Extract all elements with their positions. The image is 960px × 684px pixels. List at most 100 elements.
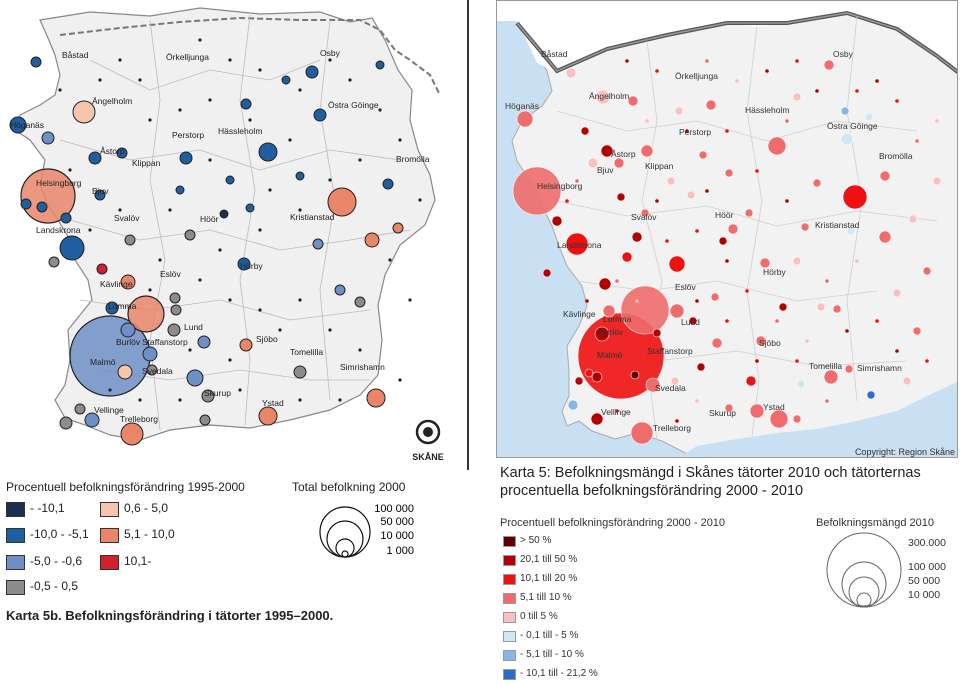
locality-dot xyxy=(675,419,679,423)
locality-dot xyxy=(218,248,222,252)
locality-dot xyxy=(613,157,625,169)
locality-dot xyxy=(595,89,611,105)
locality-dot xyxy=(745,375,757,387)
city-label: Malmö xyxy=(90,357,116,367)
locality-dot xyxy=(305,65,319,79)
locality-dot xyxy=(378,108,382,112)
locality-dot xyxy=(669,303,685,319)
locality-dot xyxy=(875,319,879,323)
city-label: Osby xyxy=(833,49,854,59)
locality-dot xyxy=(600,144,614,158)
locality-dot xyxy=(710,292,720,302)
locality-dot xyxy=(621,251,633,263)
county-border-inner xyxy=(516,12,957,73)
locality-dot xyxy=(795,59,799,63)
locality-dot xyxy=(635,299,639,303)
locality-dot xyxy=(382,178,394,190)
locality-dot xyxy=(418,198,422,202)
locality-dot xyxy=(197,335,211,349)
locality-dot xyxy=(188,348,192,352)
locality-dot xyxy=(142,346,158,362)
locality-dot xyxy=(864,112,874,122)
locality-dot xyxy=(542,268,552,278)
locality-dot xyxy=(670,376,680,386)
right-map-points xyxy=(512,59,942,445)
city-label: Kristianstad xyxy=(815,220,860,230)
locality-dot xyxy=(630,421,654,445)
locality-dot xyxy=(146,364,158,376)
locality-dot xyxy=(655,69,659,73)
legend-label: 20,1 till 50 % xyxy=(520,554,578,565)
right-map-labels: Båstad Osby Örkelljunga Ängelholm Höganäs Häs… xyxy=(505,49,913,433)
locality-dot xyxy=(668,255,686,273)
city-label: Vellinge xyxy=(94,405,124,415)
locality-dot xyxy=(298,208,302,212)
locality-dot xyxy=(666,176,676,186)
left-size-legend: 100 000 50 000 10 000 1 000 xyxy=(319,503,414,558)
city-label: Kävlinge xyxy=(563,309,596,319)
locality-dot xyxy=(258,68,262,72)
locality-dot xyxy=(630,370,640,380)
right-caption: Karta 5: Befolkningsmängd i Skånes tätor… xyxy=(500,465,921,499)
locality-dot xyxy=(796,379,806,389)
city-label: Ängelholm xyxy=(92,96,132,106)
locality-dot xyxy=(574,376,584,386)
locality-dot xyxy=(792,414,802,424)
city-label: Svalöv xyxy=(114,213,140,223)
locality-dot xyxy=(825,399,829,403)
legend-swatch xyxy=(6,502,25,517)
locality-dot xyxy=(844,364,854,374)
locality-dot xyxy=(655,199,659,203)
locality-dot xyxy=(168,208,172,212)
locality-dot xyxy=(805,339,809,343)
city-label: Lund xyxy=(681,317,700,327)
locality-dot xyxy=(725,319,729,323)
locality-dot xyxy=(767,136,787,156)
locality-dot xyxy=(60,212,72,224)
locality-dot xyxy=(219,209,229,219)
city-label: Eslöv xyxy=(160,269,182,279)
locality-dot xyxy=(398,138,402,142)
legend-label: 5,1 - 10,0 xyxy=(124,527,175,541)
locality-dot xyxy=(258,228,262,232)
locality-dot xyxy=(686,190,696,200)
locality-dot xyxy=(184,229,196,241)
locality-dot xyxy=(580,126,590,136)
city-label: Tomelilla xyxy=(290,347,323,357)
locality-dot xyxy=(84,412,100,428)
city-label: Skurup xyxy=(204,388,231,398)
locality-dot xyxy=(118,208,122,212)
locality-dot xyxy=(328,58,332,62)
city-label: Höganäs xyxy=(505,101,539,111)
locality-dot xyxy=(674,106,684,116)
left-map-svg: Båstad Osby Ängelholm Örkelljunga Höganäs Öst… xyxy=(0,0,467,470)
city-label: Ystad xyxy=(763,402,785,412)
right-size-legend: 300.000 100 000 50 000 10 000 xyxy=(826,532,946,608)
legend-swatch xyxy=(503,612,516,623)
locality-dot xyxy=(795,359,799,363)
locality-dot xyxy=(298,88,302,92)
city-label: Svalöv xyxy=(631,212,657,222)
city-label: Höganäs xyxy=(10,120,44,130)
legend-swatch xyxy=(6,528,25,543)
locality-dot xyxy=(755,335,767,347)
locality-dot xyxy=(902,376,912,386)
locality-dot xyxy=(567,399,579,411)
locality-dot xyxy=(895,99,899,103)
locality-dot xyxy=(94,189,106,201)
locality-dot xyxy=(725,259,729,263)
city-label: Trelleborg xyxy=(120,414,158,424)
city-label: Bjuv xyxy=(597,165,614,175)
legend-swatch xyxy=(503,631,516,642)
city-label: Båstad xyxy=(541,49,568,59)
locality-dot xyxy=(138,398,142,402)
city-label: Trelleborg xyxy=(653,423,691,433)
locality-dot xyxy=(892,288,902,298)
locality-dot xyxy=(208,158,212,162)
locality-dot xyxy=(281,75,291,85)
left-map-labels: Båstad Osby Ängelholm Örkelljunga Höganäs Öst… xyxy=(10,48,430,424)
left-size-legend-title: Total befolkning 2000 xyxy=(292,480,406,494)
legend-label: 0 till 5 % xyxy=(520,611,558,622)
locality-dot xyxy=(288,138,292,142)
city-label: Lund xyxy=(184,322,203,332)
